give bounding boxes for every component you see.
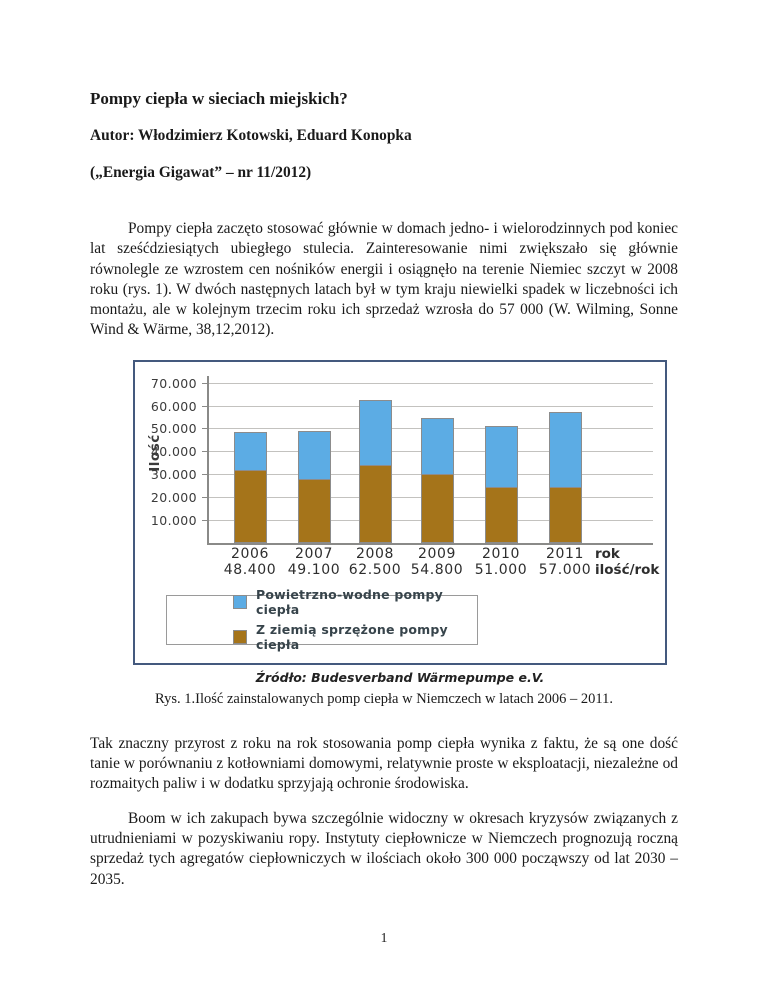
- figure-1: Ilość rok ilość/rok Powietrzno-wodne pom…: [133, 359, 667, 685]
- x-tick-label-total: 57.000: [538, 561, 592, 578]
- gridline: [207, 405, 653, 407]
- x-axis-unit-label: rok: [595, 545, 620, 562]
- chart-plot: Ilość rok ilość/rok Powietrzno-wodne pom…: [135, 362, 665, 663]
- bar-segment-ground-coupled: [421, 474, 454, 543]
- x-tick-label-year: 2011: [545, 545, 585, 562]
- bar-segment-air-water: [234, 432, 267, 471]
- figure-caption: Rys. 1.Ilość zainstalowanych pomp ciepła…: [155, 690, 613, 707]
- bar-segment-ground-coupled: [234, 469, 267, 543]
- bar-segment-ground-coupled: [359, 465, 392, 543]
- y-tick-label: 70.000: [150, 375, 197, 391]
- doc-title: Pompy ciepła w sieciach miejskich?: [90, 89, 348, 108]
- x-tick-label-total: 62.500: [348, 561, 402, 578]
- y-tick-mark: [202, 428, 207, 430]
- page-content: Pompy ciepła w sieciach miejskich? Autor…: [90, 89, 678, 888]
- y-tick-label: 40.000: [150, 444, 197, 460]
- legend-label-ground-coupled: Z ziemią sprzężone pompy ciepła: [256, 622, 448, 653]
- x-tick-label-total: 49.100: [287, 561, 341, 578]
- y-tick-label: 60.000: [150, 398, 197, 414]
- legend-item-ground-coupled: Z ziemią sprzężone pompy ciepła: [233, 622, 477, 652]
- y-tick-mark: [202, 405, 207, 407]
- y-tick-label: 30.000: [150, 467, 197, 483]
- x-tick-label-year: 2010: [481, 545, 521, 562]
- paragraph-benefits: Tak znaczny przyrost z roku na rok stoso…: [90, 734, 678, 793]
- y-tick-mark: [202, 382, 207, 384]
- figure-source: Źródło: Budesverband Wärmepumpe e.V.: [255, 669, 545, 685]
- y-tick-label: 10.000: [150, 512, 197, 528]
- x-axis-line: [207, 542, 653, 545]
- journal-line: („Energia Gigawat” – nr 11/2012): [90, 164, 312, 181]
- legend-label-air-water: Powietrzno-wodne pompy ciepła: [256, 587, 444, 618]
- legend-swatch-air-water-icon: [233, 595, 247, 610]
- bar-segment-ground-coupled: [549, 486, 582, 543]
- bar-segment-air-water: [421, 417, 454, 476]
- bar-segment-air-water: [359, 399, 392, 467]
- page-number: 1: [380, 930, 388, 945]
- totals-unit-label: ilość/rok: [595, 561, 660, 578]
- paragraph-forecast: Boom w ich zakupach bywa szczególnie wid…: [90, 809, 678, 888]
- x-tick-label-year: 2007: [294, 545, 334, 562]
- bar-segment-air-water: [549, 412, 582, 488]
- paragraph-intro: Pompy ciepła zaczęto stosować głównie w …: [90, 220, 678, 339]
- x-tick-label-total: 51.000: [474, 561, 528, 578]
- x-tick-label-total: 48.400: [223, 561, 277, 578]
- x-tick-label-year: 2009: [417, 545, 457, 562]
- y-tick-mark: [202, 451, 207, 453]
- chart-legend: Powietrzno-wodne pompy ciepła Z ziemią s…: [166, 587, 478, 652]
- author-line: Autor: Włodzimierz Kotowski, Eduard Kono…: [90, 127, 412, 144]
- y-tick-mark: [202, 474, 207, 476]
- y-tick-mark: [202, 497, 207, 499]
- bar-segment-ground-coupled: [298, 478, 331, 543]
- y-tick-label: 20.000: [150, 490, 197, 506]
- bar-segment-air-water: [485, 426, 518, 488]
- x-tick-label-total: 54.800: [410, 561, 464, 578]
- y-tick-label: 50.000: [150, 421, 197, 437]
- gridline: [207, 382, 653, 384]
- x-tick-label-year: 2006: [230, 545, 270, 562]
- bar-segment-air-water: [298, 430, 331, 480]
- chart-figure-box: Ilość rok ilość/rok Powietrzno-wodne pom…: [133, 359, 667, 665]
- y-tick-mark: [202, 519, 207, 521]
- x-tick-label-year: 2008: [355, 545, 395, 562]
- y-axis-line: [207, 375, 209, 543]
- legend-item-air-water: Powietrzno-wodne pompy ciepła: [233, 587, 477, 617]
- bar-segment-ground-coupled: [485, 486, 518, 543]
- legend-swatch-ground-coupled-icon: [233, 630, 247, 645]
